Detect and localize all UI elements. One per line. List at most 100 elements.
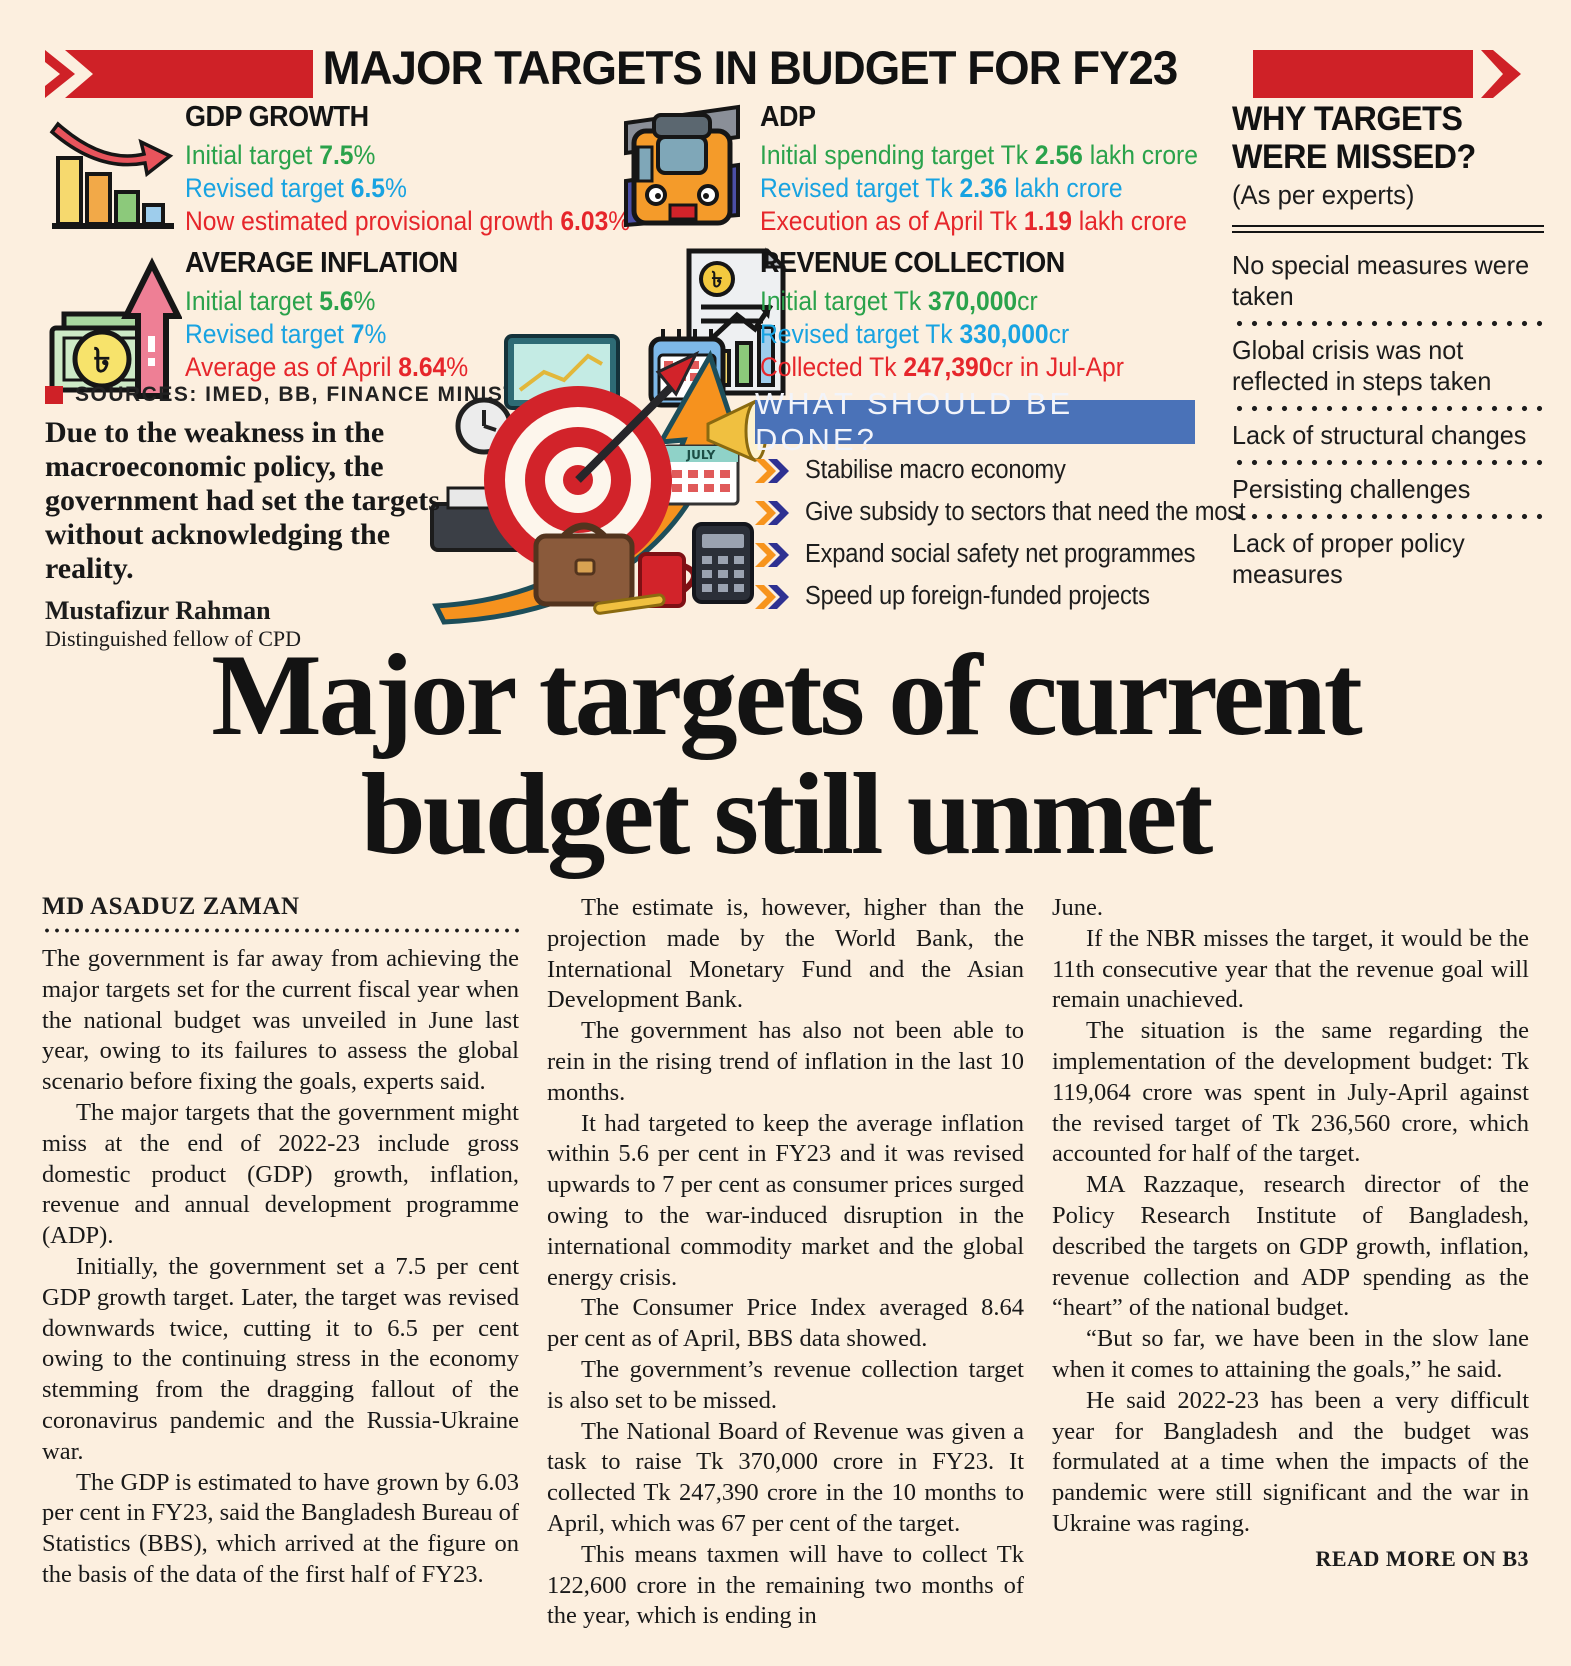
article-paragraph: Initially, the government set a 7.5 per … bbox=[42, 1252, 519, 1465]
article-paragraph: The situation is the same regarding the … bbox=[1052, 1017, 1529, 1168]
why-missed-item: No special measures were taken bbox=[1232, 250, 1530, 311]
list-item: Give subsidy to sectors that need the mo… bbox=[755, 498, 1246, 527]
gdp-revised-target: Revised target 6.5% bbox=[185, 172, 630, 205]
article-column-2: The estimate is, however, higher than th… bbox=[547, 893, 1024, 1659]
gdp-initial-target: Initial target 7.5% bbox=[185, 139, 630, 172]
dotted-divider bbox=[1232, 458, 1544, 467]
inflation-revised-target: Revised target 7% bbox=[185, 318, 468, 351]
article-body: MD ASADUZ ZAMAN The government is far aw… bbox=[42, 893, 1529, 1659]
stat-value: 1.19 bbox=[1023, 206, 1072, 236]
stat-prefix: Revised target Tk bbox=[760, 319, 960, 349]
expert-quote: Due to the weakness in the macroeconomic… bbox=[45, 416, 445, 652]
inflation-average: Average as of April 8.64% bbox=[185, 351, 468, 384]
why-missed-title: WHY TARGETS WERE MISSED? bbox=[1232, 100, 1476, 176]
article-paragraph: The government has also not been able to… bbox=[547, 1017, 1024, 1106]
stat-value: 7.5 bbox=[319, 140, 354, 170]
stat-prefix: Initial target bbox=[185, 286, 320, 316]
double-chevron-icon bbox=[755, 458, 789, 483]
adp-block: ADP Initial spending target Tk 2.56 lakh… bbox=[760, 101, 1198, 238]
stat-suffix: cr bbox=[1017, 286, 1038, 316]
article-column-1: MD ASADUZ ZAMAN The government is far aw… bbox=[42, 893, 519, 1659]
stat-prefix: Revised target bbox=[185, 319, 351, 349]
adp-title: ADP bbox=[760, 101, 816, 133]
article-headline: Major targets of current budget still un… bbox=[0, 636, 1571, 874]
double-rule bbox=[1232, 225, 1544, 233]
declining-bar-chart-icon bbox=[49, 121, 174, 229]
dotted-divider bbox=[1232, 512, 1544, 521]
article-paragraph: The Consumer Price Index averaged 8.64 p… bbox=[547, 1294, 1024, 1353]
why-missed-item: Global crisis was not reflected in steps… bbox=[1232, 335, 1492, 396]
stat-value: 2.56 bbox=[1034, 140, 1083, 170]
sources-line: SOURCES: IMED, BB, FINANCE MINISTRY bbox=[45, 383, 549, 407]
stat-suffix: lakh crore bbox=[1007, 173, 1123, 203]
stat-value: 7 bbox=[350, 319, 365, 349]
list-item-label: Expand social safety net programmes bbox=[805, 540, 1196, 568]
article-paragraph: The government’s revenue collection targ… bbox=[547, 1355, 1024, 1414]
revenue-initial-target: Initial target Tk 370,000cr bbox=[760, 285, 1124, 318]
article-paragraph: This means taxmen will have to collect T… bbox=[547, 1540, 1024, 1630]
why-missed-subtitle: (As per experts) bbox=[1232, 180, 1415, 210]
stat-value: 330,000 bbox=[959, 319, 1049, 349]
why-targets-missed-panel: WHY TARGETS WERE MISSED? (As per experts… bbox=[1232, 100, 1544, 597]
stat-prefix: Average as of April bbox=[185, 352, 399, 382]
stat-prefix: Now estimated provisional growth bbox=[185, 206, 561, 236]
stat-value: 2.36 bbox=[959, 173, 1008, 203]
stat-suffix: cr in Jul-Apr bbox=[992, 352, 1124, 382]
list-item-label: Stabilise macro economy bbox=[805, 456, 1066, 484]
why-missed-item: Lack of structural changes bbox=[1232, 420, 1527, 450]
train-icon bbox=[624, 104, 740, 228]
revenue-title: REVENUE COLLECTION bbox=[760, 247, 1065, 279]
svg-text:৳: ৳ bbox=[94, 341, 111, 381]
inflation-block: AVERAGE INFLATION Initial target 5.6% Re… bbox=[185, 247, 468, 384]
stat-suffix: cr bbox=[1048, 319, 1070, 349]
stat-suffix: % bbox=[364, 319, 387, 349]
headline-line-1: Major targets of current bbox=[211, 631, 1362, 760]
article-paragraph: June. bbox=[1052, 894, 1104, 921]
banknote-up-arrow-icon: ৳ bbox=[49, 257, 182, 399]
why-missed-item: Lack of proper policy measures bbox=[1232, 528, 1465, 589]
what-should-be-done-list: Stabilise macro economy Give subsidy to … bbox=[755, 456, 1246, 624]
adp-initial-target: Initial spending target Tk 2.56 lakh cro… bbox=[760, 139, 1198, 172]
list-item: Stabilise macro economy bbox=[755, 456, 1225, 485]
stat-suffix: lakh crore bbox=[1082, 140, 1198, 170]
why-missed-item: Persisting challenges bbox=[1232, 474, 1471, 504]
double-chevron-icon bbox=[755, 500, 789, 525]
headline-line-2: budget still unmet bbox=[360, 750, 1214, 879]
banner-arrow-left bbox=[45, 50, 313, 98]
stat-suffix: % bbox=[385, 173, 407, 203]
stat-value: 8.64 bbox=[398, 352, 447, 382]
article-paragraph: He said 2022-23 has been a very difficul… bbox=[1052, 1386, 1529, 1537]
list-item-label: Speed up foreign-funded projects bbox=[805, 582, 1150, 610]
bullseye-dart-arrow-illustration: JULY bbox=[430, 334, 768, 625]
stat-suffix: % bbox=[446, 352, 469, 382]
stat-prefix: Initial target Tk bbox=[760, 286, 929, 316]
stat-value: 247,390 bbox=[903, 352, 993, 382]
quote-author: Mustafizur Rahman bbox=[45, 596, 271, 625]
svg-text:JULY: JULY bbox=[686, 448, 716, 462]
what-should-be-done-banner: WHAT SHOULD BE DONE? bbox=[755, 386, 1195, 457]
revenue-collected: Collected Tk 247,390cr in Jul-Apr bbox=[760, 351, 1124, 384]
inflation-initial-target: Initial target 5.6% bbox=[185, 285, 468, 318]
quote-text: Due to the weakness in the macroeconomic… bbox=[45, 416, 440, 585]
dotted-divider bbox=[1232, 404, 1544, 413]
revenue-revised-target: Revised target Tk 330,000cr bbox=[760, 318, 1124, 351]
inflation-title: AVERAGE INFLATION bbox=[185, 247, 458, 279]
list-item-label: Give subsidy to sectors that need the mo… bbox=[805, 498, 1246, 526]
article-paragraph: “But so far, we have been in the slow la… bbox=[1052, 1325, 1529, 1383]
stat-prefix: Initial spending target Tk bbox=[760, 140, 1035, 170]
banner-arrow-right bbox=[1253, 50, 1521, 98]
article-paragraph: The estimate is, however, higher than th… bbox=[547, 894, 1024, 1014]
article-paragraph: It had targeted to keep the average infl… bbox=[547, 1109, 1024, 1291]
gdp-growth-block: GDP GROWTH Initial target 7.5% Revised t… bbox=[185, 101, 630, 238]
double-chevron-icon bbox=[755, 584, 789, 609]
stat-prefix: Execution as of April Tk bbox=[760, 206, 1024, 236]
article-paragraph: The National Board of Revenue was given … bbox=[547, 1417, 1024, 1537]
stat-suffix: % bbox=[353, 286, 376, 316]
article-paragraph: MA Razzaque, research director of the Po… bbox=[1052, 1171, 1529, 1322]
gdp-growth-title: GDP GROWTH bbox=[185, 101, 369, 133]
stat-value: 5.6 bbox=[319, 286, 354, 316]
revenue-block: REVENUE COLLECTION Initial target Tk 370… bbox=[760, 247, 1124, 384]
article-column-3: June. If the NBR misses the target, it w… bbox=[1052, 893, 1529, 1659]
stat-suffix: lakh crore bbox=[1071, 206, 1187, 236]
